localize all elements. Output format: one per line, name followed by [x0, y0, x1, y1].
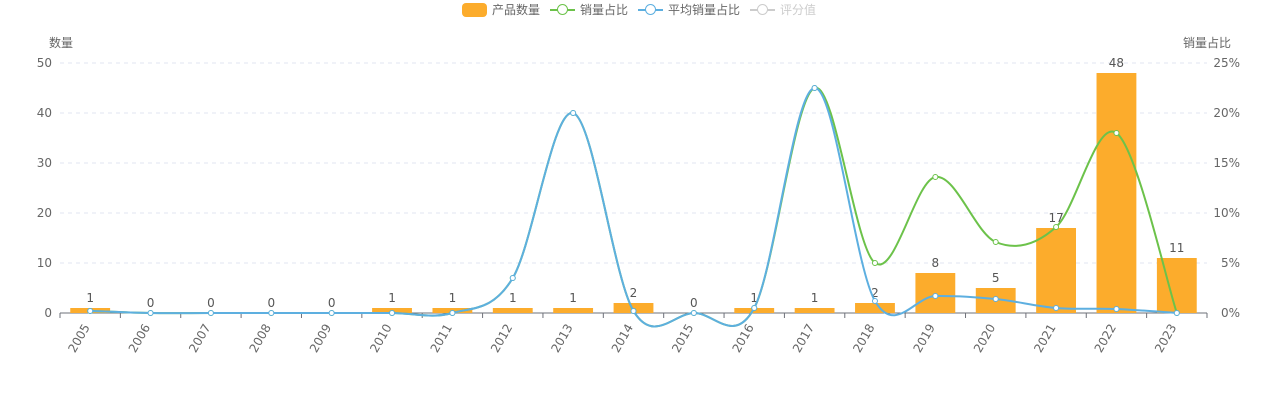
legend-line-swatch	[638, 3, 663, 17]
x-tick-label: 2015	[669, 322, 696, 355]
x-tick-label: 2014	[609, 322, 636, 355]
bar-data-label: 5	[992, 271, 1000, 285]
legend-item-avg-sales-share[interactable]: 平均销量占比	[638, 2, 740, 18]
bar-data-label: 0	[690, 296, 698, 310]
bar	[1096, 73, 1137, 313]
x-tick-label: 2006	[126, 322, 153, 355]
bar-data-label: 48	[1109, 56, 1124, 70]
y-right-tick-label: 20%	[1213, 106, 1240, 120]
legend-item-rating[interactable]: 评分值	[750, 2, 816, 18]
y-right-tick-label: 15%	[1213, 156, 1240, 170]
x-tick-label: 2022	[1092, 322, 1119, 355]
avg-sales-share-line	[90, 86, 1177, 328]
line-point	[1173, 310, 1180, 316]
bar-data-label: 1	[811, 291, 819, 305]
line-point	[147, 310, 154, 316]
x-tick-label: 2011	[428, 322, 455, 355]
x-tick-label: 2008	[246, 322, 273, 355]
legend-label: 评分值	[780, 3, 817, 17]
bar-data-label: 1	[388, 291, 396, 305]
legend-label: 销量占比	[579, 3, 628, 17]
y-left-tick-label: 40	[37, 106, 52, 120]
y-left-tick-label: 20	[37, 206, 52, 220]
bar	[855, 303, 895, 313]
legend-label: 平均销量占比	[668, 3, 741, 17]
line-point	[932, 174, 939, 180]
x-tick-label: 2009	[307, 322, 334, 355]
bar-data-label: 2	[630, 286, 638, 300]
x-tick-label: 2023	[1152, 322, 1179, 355]
line-point	[1053, 305, 1060, 311]
x-tick-label: 2021	[1031, 322, 1058, 355]
line-point	[87, 308, 94, 314]
line-point	[992, 296, 999, 302]
x-tick-label: 2007	[186, 322, 213, 355]
bar	[553, 308, 594, 313]
x-tick-label: 2005	[65, 322, 92, 355]
y-right-tick-label: 5%	[1221, 256, 1240, 270]
line-point	[1113, 130, 1120, 136]
x-tick-label: 2010	[367, 322, 394, 355]
line-point	[1053, 224, 1060, 230]
y-left-tick-label: 30	[37, 156, 52, 170]
x-tick-label: 2017	[790, 322, 817, 355]
x-tick-label: 2020	[971, 321, 998, 354]
x-tick-label: 2012	[488, 322, 515, 355]
bar-data-label: 1	[750, 291, 758, 305]
y-right-tick-label: 10%	[1213, 206, 1240, 220]
x-tick-label: 2018	[850, 322, 877, 355]
line-point	[690, 310, 697, 316]
y-left-tick-label: 50	[37, 56, 52, 70]
line-point	[871, 298, 878, 304]
y-right-tick-label: 25%	[1213, 56, 1240, 70]
line-point	[509, 275, 516, 281]
bar-data-label: 17	[1048, 211, 1063, 225]
bar-data-label: 0	[147, 296, 155, 310]
y-right-axis-title: 销量占比	[1183, 36, 1232, 50]
y-left-tick-label: 10	[37, 256, 52, 270]
line-point	[328, 310, 335, 316]
line-point	[268, 310, 275, 316]
bar-data-label: 0	[207, 296, 215, 310]
bar-data-label: 1	[86, 291, 94, 305]
legend: 产品数量 销量占比 平均销量占比 评分值	[0, 2, 1278, 18]
line-point	[811, 85, 818, 91]
bar-data-label: 8	[932, 256, 940, 270]
bar	[492, 308, 533, 313]
bar-data-label: 0	[328, 296, 336, 310]
legend-item-product-count[interactable]: 产品数量	[461, 2, 540, 18]
line-point	[751, 305, 758, 311]
x-tick-label: 2019	[911, 322, 938, 355]
legend-item-sales-share[interactable]: 销量占比	[549, 2, 628, 18]
line-point	[207, 310, 214, 316]
x-tick-label: 2013	[548, 322, 575, 355]
bar-data-label: 1	[569, 291, 577, 305]
line-point	[449, 310, 456, 316]
bar-data-label: 1	[449, 291, 457, 305]
line-point	[1113, 306, 1120, 312]
legend-line-swatch	[750, 3, 776, 17]
line-point	[389, 310, 396, 316]
y-left-axis-title: 数量	[49, 36, 74, 50]
legend-label: 产品数量	[491, 3, 540, 17]
legend-bar-swatch	[461, 3, 487, 17]
bar-data-label: 11	[1169, 241, 1184, 255]
y-right-tick-label: 0%	[1221, 306, 1240, 320]
bar-data-label: 2	[871, 286, 879, 300]
line-point	[871, 260, 878, 266]
line-point	[932, 293, 939, 299]
bar	[1036, 228, 1077, 313]
bar-data-label: 0	[267, 296, 275, 310]
line-point	[630, 308, 637, 314]
line-point	[570, 110, 577, 116]
bar-data-label: 1	[509, 291, 517, 305]
bar	[794, 308, 835, 313]
line-point	[992, 239, 999, 245]
y-left-tick-label: 0	[44, 306, 52, 320]
legend-line-swatch	[549, 3, 575, 17]
